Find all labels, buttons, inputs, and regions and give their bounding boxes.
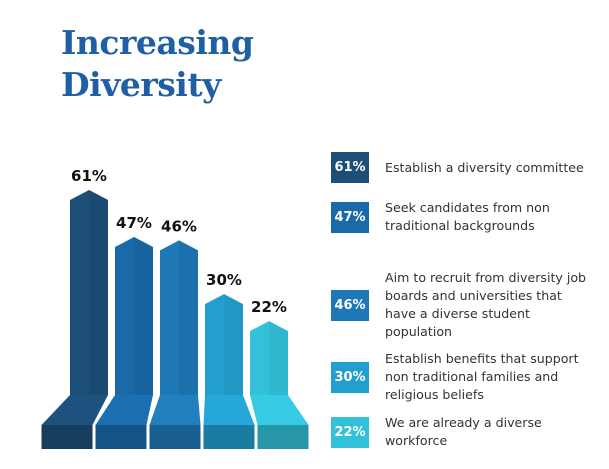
bar-shade	[179, 240, 198, 395]
legend-text: We are already a diverse workforce	[385, 415, 542, 448]
base-floor-segment	[203, 395, 255, 425]
base-front-segment	[203, 425, 255, 449]
bar-shade	[224, 294, 243, 395]
bar-shade	[269, 321, 288, 395]
bar-shade	[134, 237, 153, 395]
base-front-segment	[149, 425, 201, 449]
base-front-segment	[257, 425, 309, 449]
legend-item-5: 22% We are already a diverse workforce	[331, 414, 590, 450]
base-front-segment	[95, 425, 147, 449]
legend-badge: 46%	[331, 289, 369, 321]
legend-text: Seek candidates from non traditional bac…	[385, 200, 550, 233]
base-floor-segment	[250, 395, 309, 425]
bar-value-label: 61%	[71, 167, 107, 185]
bar-value-label: 22%	[251, 298, 287, 316]
legend-text: Establish a diversity committee	[385, 159, 584, 175]
legend-badge: 30%	[331, 361, 369, 393]
legend-item-1: 61% Establish a diversity committee	[331, 152, 590, 183]
base-floor-segment	[149, 395, 201, 425]
legend-badge: 47%	[331, 201, 369, 233]
base-front-segment	[41, 425, 93, 449]
legend-text: Establish benefits that support non trad…	[385, 351, 579, 402]
page-title: Increasing Diversity	[61, 22, 254, 106]
legend-item-4: 30% Establish benefits that support non …	[331, 350, 590, 404]
bar-value-label: 47%	[116, 214, 152, 232]
title-line-1: Increasing	[61, 23, 254, 62]
bar-value-label: 46%	[161, 217, 197, 235]
bar-shade	[89, 190, 108, 395]
bar-value-label: 30%	[206, 271, 242, 289]
legend-badge: 22%	[331, 416, 369, 448]
legend-text: Aim to recruit from diversity job boards…	[385, 270, 587, 339]
base-floor-segment	[95, 395, 153, 425]
legend-badge: 61%	[331, 152, 369, 183]
title-line-2: Diversity	[61, 65, 221, 104]
legend-item-2: 47% Seek candidates from non traditional…	[331, 199, 590, 235]
legend-item-3: 46% Aim to recruit from diversity job bo…	[331, 269, 590, 341]
base-floor-segment	[41, 395, 108, 425]
